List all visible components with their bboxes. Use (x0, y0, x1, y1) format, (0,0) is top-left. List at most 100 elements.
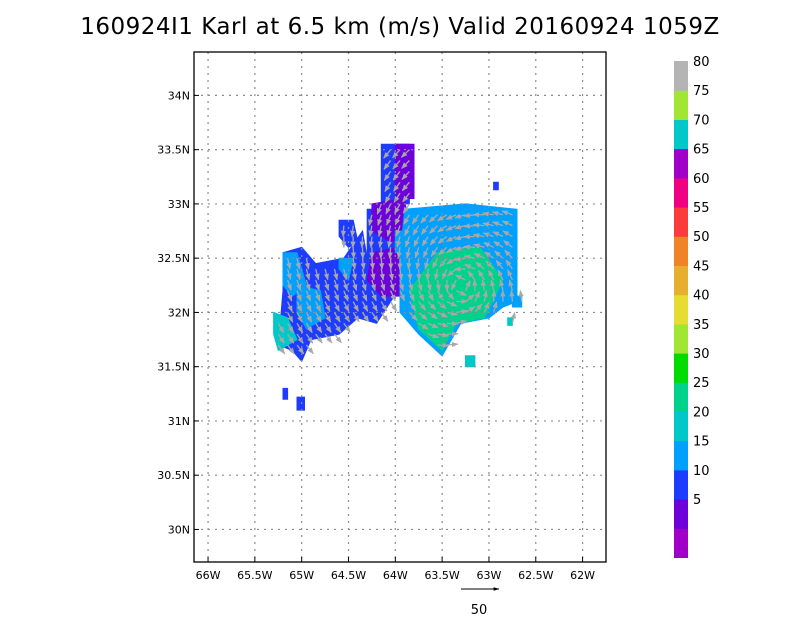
wind-vector (379, 258, 385, 270)
wind-vector (394, 203, 401, 215)
wind-vector (497, 269, 504, 281)
wind-vector (387, 247, 393, 259)
colorbar-label: 75 (693, 84, 710, 99)
wind-vector (314, 268, 320, 281)
colorbar-segment (674, 265, 688, 296)
wind-vector (394, 214, 401, 226)
wind-vector (305, 301, 312, 313)
wind-vector (324, 290, 330, 302)
wind-vector (287, 322, 294, 334)
wind-vector (379, 268, 385, 281)
wind-vector (398, 268, 404, 281)
wind-vector (491, 221, 504, 227)
wind-vector (324, 279, 330, 291)
colorbar-label: 25 (693, 376, 710, 391)
wind-vector (398, 279, 404, 292)
wind-vector (296, 279, 302, 291)
colorbar-segment (674, 207, 688, 237)
colorbar-label: 20 (693, 405, 710, 420)
wind-vector (507, 269, 513, 281)
wind-vector (277, 333, 285, 344)
wind-vector (333, 301, 340, 312)
wind-vector (412, 225, 420, 236)
grid-lines (194, 52, 606, 562)
wind-vector (287, 301, 293, 313)
colorbar-label: 65 (693, 143, 710, 158)
wind-vector (491, 289, 497, 302)
wind-vector (377, 225, 383, 237)
wind-vector (427, 290, 434, 301)
x-tick-label: 64W (383, 569, 408, 582)
wind-vector (429, 236, 438, 246)
wind-vector (324, 322, 332, 333)
wind-vector (429, 225, 438, 234)
wind-vector (333, 322, 342, 333)
wind-vector (510, 311, 517, 324)
wind-vector (369, 258, 375, 270)
wind-vector (361, 279, 367, 292)
wind-vector (295, 258, 301, 270)
wind-vector (408, 311, 418, 321)
wind-vector (296, 312, 303, 323)
colorbar-label: 70 (693, 113, 710, 128)
colorbar-segment (674, 469, 688, 500)
wind-vector (387, 236, 393, 248)
wind-vector (390, 290, 396, 302)
wind-vector (480, 279, 487, 291)
wind-vector (437, 214, 448, 222)
wind-vector (380, 312, 389, 322)
wind-vector (437, 311, 448, 318)
wind-vector (508, 279, 514, 291)
wind-vector (417, 279, 423, 292)
wind-vector (315, 290, 321, 302)
wind-vector (371, 312, 379, 323)
wind-vector (491, 210, 504, 217)
wind-vector (350, 247, 357, 259)
wind-vector (296, 344, 305, 355)
wind-vector (286, 268, 292, 281)
wind-region-18 (507, 317, 513, 326)
wind-vector (370, 279, 376, 292)
colorbar-label: 55 (693, 201, 710, 216)
wind-vector (392, 149, 401, 159)
wind-region-6 (493, 181, 499, 191)
wind-vector (418, 290, 425, 302)
wind-vector (455, 290, 467, 296)
wind-vector (455, 274, 466, 281)
wind-vector (305, 344, 314, 355)
wind-vector (493, 240, 504, 248)
wind-vector (483, 301, 490, 313)
colorbar-label: 10 (693, 464, 710, 479)
wind-vector (380, 290, 387, 302)
wind-vector (482, 290, 488, 302)
wind-vector (427, 301, 437, 311)
wind-vector (324, 301, 331, 313)
wind-vector (492, 301, 498, 313)
colorbar-segment (674, 236, 688, 266)
x-tick-label: 63W (477, 569, 502, 582)
wind-vector (428, 214, 438, 223)
wind-vector (418, 311, 428, 321)
wind-vector (277, 344, 286, 355)
colorbar-label: 40 (693, 289, 710, 304)
wind-vector (439, 257, 448, 268)
y-tick-label: 33.5N (157, 144, 190, 157)
wind-vector (315, 322, 323, 334)
wind-vector (501, 210, 513, 216)
wind-vector (305, 290, 312, 302)
wind-vector (446, 290, 455, 300)
wind-vector (467, 270, 476, 281)
wind-vector (477, 269, 485, 281)
wind-vector (277, 322, 285, 334)
wind-vector (359, 236, 365, 249)
wind-vector (384, 192, 392, 204)
wind-vector (314, 279, 320, 291)
wind-vector (383, 160, 392, 170)
wind-vector (371, 301, 378, 312)
wind-vector (427, 311, 438, 320)
colorbar-segment (674, 353, 688, 383)
wind-vector (333, 333, 342, 344)
wind-vector (351, 268, 357, 281)
wind-vector (324, 333, 333, 344)
wind-vector (315, 312, 322, 323)
